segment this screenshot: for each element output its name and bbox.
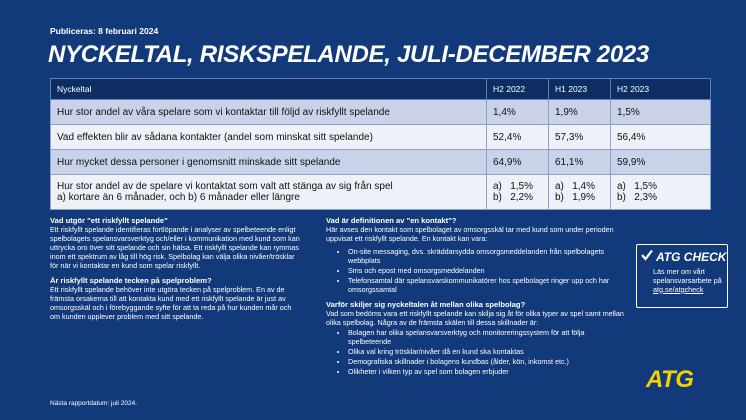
sub-value: 1,5% [634, 181, 657, 192]
sub-value: 1,5% [510, 181, 533, 192]
table-cell: a) 1,5% b) 2,2% [486, 174, 549, 210]
sub-label: a) [493, 181, 502, 192]
middle-column: Vad är definitionen av "en kontakt"? Här… [326, 216, 626, 378]
table-cell: a) 1,5% b) 2,3% [610, 174, 711, 210]
list-item: Telefonsamtal där spelansvarskommunikatö… [348, 276, 626, 294]
sub-value: 2,3% [634, 192, 657, 203]
table-row: Hur stor andel av de spelare vi kontakta… [50, 174, 711, 210]
table-cell: 1,9% [548, 99, 611, 125]
next-report-date: Nästa rapportdatum: juli 2024. [50, 400, 138, 407]
list-item: Olika val kring trösklar/nivåer då en ku… [348, 347, 626, 356]
section-text: Ett riskfyllt spelande identifieras fort… [50, 225, 300, 270]
section-heading: Är riskfyllt spelande tecken på spelprob… [50, 276, 212, 285]
row-label-line: Hur stor andel av de spelare vi kontakta… [57, 181, 393, 192]
row-label: Hur stor andel av de spelare vi kontakta… [50, 174, 487, 210]
atg-check-text: Läs mer om vårt spelansvarsarbete på [653, 267, 722, 285]
column-header: H2 2023 [610, 78, 711, 100]
list-item: Demografiska skillnader i bolagens kundb… [348, 357, 626, 366]
sub-label: b) [555, 192, 564, 203]
table-cell: 64,9% [486, 149, 549, 175]
sub-label: a) [555, 181, 564, 192]
section-heading: Vad utgör "ett riskfyllt spelande" [50, 216, 168, 225]
row-label: Vad effekten blir av sådana kontakter (a… [50, 124, 487, 150]
table-cell: a) 1,4% b) 1,9% [548, 174, 611, 210]
list-item: Olikheter i vilken typ av spel som bolag… [348, 367, 626, 376]
page-title: NYCKELTAL, RISKSPELANDE, JULI-DECEMBER 2… [48, 41, 649, 68]
column-header: Nyckeltal [50, 78, 487, 100]
table-row: Hur mycket dessa personer i genomsnitt m… [50, 149, 711, 175]
section-heading: Varför skiljer sig nyckeltalen åt mellan… [326, 300, 526, 309]
row-label: Hur stor andel av våra spelare som vi ko… [50, 99, 487, 125]
column-header: H1 2023 [548, 78, 611, 100]
table-header-row: Nyckeltal H2 2022 H1 2023 H2 2023 [50, 78, 711, 100]
reasons-list: Bolagen har olika spelansvarsverktyg och… [326, 328, 626, 376]
sub-value: 1,4% [572, 181, 595, 192]
table-row: Hur stor andel av våra spelare som vi ko… [50, 99, 711, 125]
row-label-line: a) kortare än 6 månader, och b) 6 månade… [57, 192, 300, 203]
list-item: On-site messaging, dvs. skräddarsydda om… [348, 247, 626, 265]
atg-logo: ATG [646, 366, 694, 393]
section-text: Ett riskfyllt spelande behöver inte utgö… [50, 285, 292, 321]
atg-check-brand: ATG CHECK [656, 250, 727, 264]
check-mark-icon [641, 248, 653, 266]
contact-types-list: On-site messaging, dvs. skräddarsydda om… [326, 247, 626, 294]
publish-date: Publiceras: 8 februari 2024 [50, 26, 159, 36]
kpi-table: Nyckeltal H2 2022 H1 2023 H2 2023 Hur st… [50, 78, 711, 210]
table-cell: 1,4% [486, 99, 549, 125]
table-cell: 57,3% [548, 124, 611, 150]
section-heading: Vad är definitionen av "en kontakt"? [326, 216, 457, 225]
left-column: Vad utgör "ett riskfyllt spelande" Ett r… [50, 216, 300, 325]
atg-check-box: ATG CHECK Läs mer om vårt spelansvarsarb… [636, 244, 728, 308]
list-item: Sms och epost med omsorgsmeddelanden [348, 266, 626, 275]
sub-value: 2,2% [510, 192, 533, 203]
section-text: Vad som bedöms vara ett riskfyllt spelan… [326, 309, 624, 327]
table-row: Vad effekten blir av sådana kontakter (a… [50, 124, 711, 150]
sub-value: 1,9% [572, 192, 595, 203]
table-cell: 61,1% [548, 149, 611, 175]
table-cell: 52,4% [486, 124, 549, 150]
sub-label: b) [617, 192, 626, 203]
list-item: Bolagen har olika spelansvarsverktyg och… [348, 328, 626, 346]
section-text: Här avses den kontakt som spelbolaget av… [326, 225, 614, 243]
column-header: H2 2022 [486, 78, 549, 100]
atg-check-link[interactable]: atg.se/atgcheck [653, 284, 704, 294]
table-cell: 1,5% [610, 99, 711, 125]
sub-label: b) [493, 192, 502, 203]
table-cell: 56,4% [610, 124, 711, 150]
sub-label: a) [617, 181, 626, 192]
row-label: Hur mycket dessa personer i genomsnitt m… [50, 149, 487, 175]
table-cell: 59,9% [610, 149, 711, 175]
